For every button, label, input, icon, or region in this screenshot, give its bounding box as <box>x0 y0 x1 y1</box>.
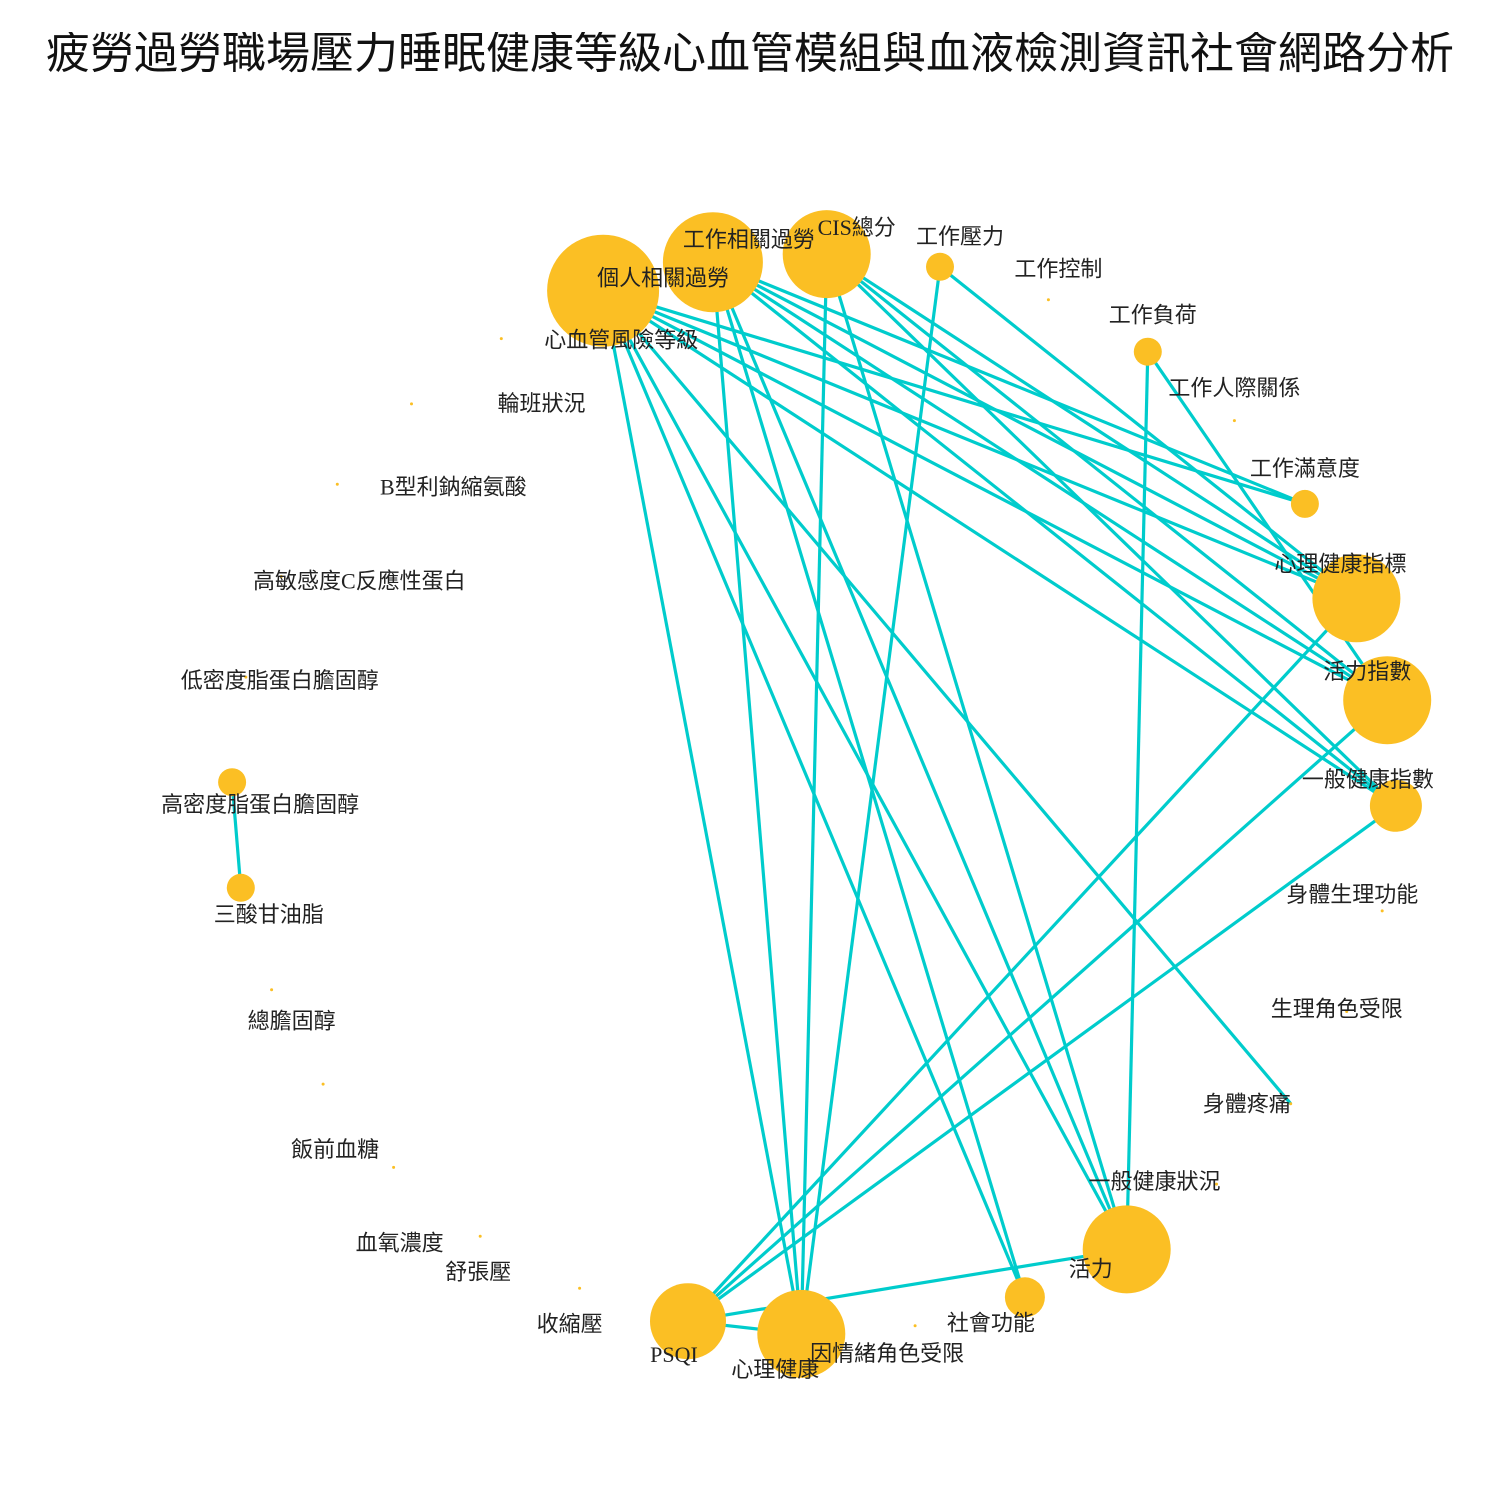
node-layer <box>218 210 1432 1378</box>
node-label-jcontrol: 工作控制 <box>1014 257 1102 282</box>
node-label-vi: 活力指數 <box>1323 659 1411 684</box>
node-tc <box>270 988 274 992</box>
node-dbp <box>478 1234 482 1238</box>
edge-cis-vt <box>825 253 1129 1250</box>
node-sf <box>1004 1277 1045 1318</box>
chart-title: 疲勞過勞職場壓力睡眠健康等級心血管模組與血液檢測資訊社會網路分析 <box>46 32 1454 76</box>
node-psqi <box>650 1283 726 1360</box>
node-ghi <box>1369 779 1422 832</box>
node-pb <box>547 234 660 347</box>
edge-wb-mh <box>711 262 803 1335</box>
node-label-crp: 高敏感度C反應性蛋白 <box>253 569 466 594</box>
node-shift <box>410 402 413 406</box>
node-label-pb: 個人相關過勞 <box>597 266 729 291</box>
node-gh <box>1215 1182 1218 1186</box>
node-rp <box>1345 1010 1349 1013</box>
node-cvrisk <box>499 337 503 341</box>
node-mhi <box>1312 554 1401 643</box>
node-sbp <box>578 1286 582 1290</box>
node-label-sf: 社會功能 <box>947 1310 1035 1335</box>
node-jsat <box>1290 489 1319 518</box>
node-label-jsat: 工作滿意度 <box>1250 456 1360 481</box>
node-label-cis: CIS總分 <box>818 215 896 240</box>
node-label-tc: 總膽固醇 <box>248 1009 336 1034</box>
node-fbs <box>321 1082 325 1086</box>
edge-ghi-psqi <box>687 804 1397 1323</box>
node-label-cvrisk: 心血管風險等級 <box>544 328 698 353</box>
edge-ghi-wb <box>711 260 1397 808</box>
node-ldl <box>244 675 248 679</box>
edge-layer <box>230 252 1398 1336</box>
node-label-jstress: 工作壓力 <box>916 224 1004 249</box>
node-spo2 <box>392 1165 396 1169</box>
edge-vi-wb <box>712 260 1389 702</box>
node-vi <box>1343 656 1432 745</box>
edge-pb-mh <box>601 290 803 1335</box>
node-jload <box>1133 337 1162 366</box>
node-label-re: 因情緒角色受限 <box>810 1341 964 1366</box>
edge-pb-vt <box>601 289 1129 1251</box>
edge-pb-bp <box>601 289 1292 1105</box>
node-bp <box>1289 1102 1293 1106</box>
node-label-bnp: B型利鈉縮氨酸 <box>380 474 527 499</box>
node-label-pf: 身體生理功能 <box>1286 882 1418 907</box>
edge-vt-psqi <box>687 1247 1127 1323</box>
edge-mhi-jstress <box>939 265 1358 600</box>
node-crp <box>279 575 283 578</box>
edge-jload-vt <box>1125 351 1150 1250</box>
node-label-jrel: 工作人際關係 <box>1168 376 1300 401</box>
node-cis <box>782 210 871 299</box>
node-label-tg: 三酸甘油脂 <box>214 902 324 927</box>
edge-jstress-mh <box>799 266 942 1335</box>
node-hdl <box>218 768 247 797</box>
node-label-hdl: 高密度脂蛋白膽固醇 <box>161 792 359 817</box>
edge-wb-vt <box>711 261 1129 1251</box>
node-mh <box>757 1289 846 1378</box>
node-label-vt: 活力 <box>1069 1256 1113 1281</box>
node-bnp <box>335 482 339 486</box>
edge-jsat-pb <box>602 289 1306 506</box>
edge-mhi-cis <box>825 252 1358 600</box>
edge-ghi-pb <box>602 289 1397 808</box>
node-label-dbp: 舒張壓 <box>445 1259 511 1284</box>
node-tg <box>226 873 255 902</box>
node-label-wb: 工作相關過勞 <box>683 227 815 252</box>
node-label-fbs: 飯前血糖 <box>291 1137 379 1162</box>
node-jstress <box>926 252 954 281</box>
edge-jload-vi <box>1146 350 1389 702</box>
node-label-psqi: PSQI <box>650 1342 698 1367</box>
node-label-bp: 身體疼痛 <box>1203 1092 1291 1117</box>
node-jcontrol <box>1046 298 1050 302</box>
node-vt <box>1082 1205 1171 1294</box>
edge-ghi-cis <box>825 252 1398 807</box>
node-label-shift: 輪班狀況 <box>497 391 585 416</box>
edge-mhi-pb <box>602 289 1358 600</box>
node-label-gh: 一般健康狀況 <box>1088 1169 1220 1194</box>
edge-hdl-tg <box>230 782 243 888</box>
edge-jsat-wb <box>712 260 1306 506</box>
node-label-ldl: 低密度脂蛋白膽固醇 <box>181 668 379 693</box>
node-label-mhi: 心理健康指標 <box>1274 551 1406 576</box>
node-label-mh: 心理健康 <box>731 1357 819 1382</box>
node-re <box>913 1324 917 1328</box>
edge-vi-pb <box>602 289 1388 702</box>
edge-mhi-psqi <box>686 597 1358 1323</box>
node-label-rp: 生理角色受限 <box>1271 997 1403 1022</box>
node-label-ghi: 一般健康指數 <box>1302 767 1434 792</box>
node-jrel <box>1232 419 1236 423</box>
node-pf <box>1380 909 1384 913</box>
node-label-jload: 工作負荷 <box>1109 303 1197 328</box>
node-label-spo2: 血氧濃度 <box>356 1230 444 1255</box>
edge-pb-sf <box>601 290 1027 1298</box>
node-label-sbp: 收縮壓 <box>537 1311 603 1336</box>
edge-mhi-wb <box>712 260 1358 600</box>
node-wb <box>662 212 763 313</box>
edge-vi-cis <box>825 252 1389 702</box>
